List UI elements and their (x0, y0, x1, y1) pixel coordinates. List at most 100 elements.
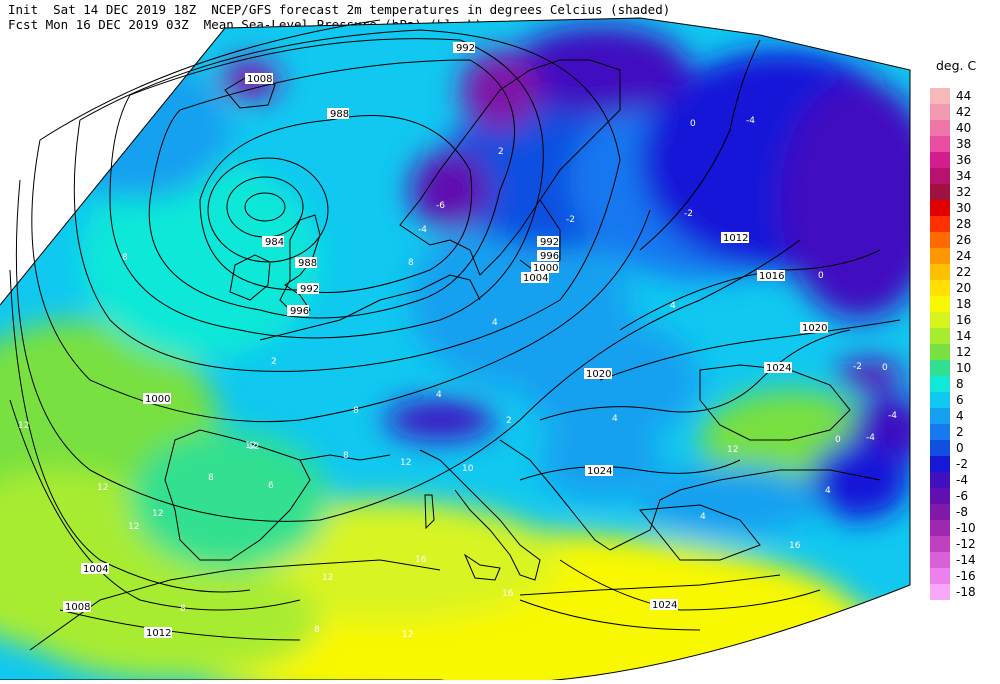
legend-swatch (930, 168, 950, 184)
legend-label: 44 (956, 89, 972, 103)
legend-label: 8 (956, 377, 964, 391)
temp-label-3: 12 (245, 441, 256, 451)
isobar-label-12: 1020 (800, 322, 828, 334)
legend-entry: 12 (928, 344, 998, 360)
legend-label: 26 (956, 233, 972, 247)
legend-entry: 32 (928, 184, 998, 200)
temp-label-0: 12 (18, 421, 29, 431)
legend-entry: 26 (928, 232, 998, 248)
legend-swatch (930, 440, 950, 456)
temp-label-37: 12 (248, 442, 259, 452)
legend-swatch (930, 216, 950, 232)
weather-map: 992 988 984 988 992 996 992 996 1000 100… (0, 17, 911, 684)
isobar-label-18-text: 1008 (65, 602, 90, 613)
legend-label: 32 (956, 185, 972, 199)
legend-label: 22 (956, 265, 972, 279)
legend-label: 2 (956, 425, 964, 439)
legend-entry: 40 (928, 120, 998, 136)
legend-entry: 2 (928, 424, 998, 440)
temp-label-6: 8 (353, 406, 359, 416)
legend-swatch (930, 584, 950, 600)
legend-label: -12 (956, 537, 976, 551)
header-line-1: Init Sat 14 DEC 2019 18Z NCEP/GFS foreca… (8, 2, 671, 17)
legend-entry: -18 (928, 584, 998, 600)
temp-label-38: 12 (400, 458, 411, 468)
legend-label: 16 (956, 313, 972, 327)
isobar-label-17-text: 1004 (83, 564, 108, 575)
isobar-label-10-text: 1012 (723, 233, 748, 244)
legend-swatch (930, 344, 950, 360)
temp-label-14: 2 (498, 147, 504, 157)
legend-label: 30 (956, 201, 972, 215)
temp-label-11: 4 (436, 390, 442, 400)
legend-label: -10 (956, 521, 976, 535)
legend-label: 6 (956, 393, 964, 407)
legend-entry: 30 (928, 200, 998, 216)
isobar-label-4-text: 992 (300, 284, 319, 295)
legend-swatch (930, 88, 950, 104)
legend-entry: 24 (928, 248, 998, 264)
temp-label-34: 16 (789, 541, 801, 551)
legend-label: -16 (956, 569, 976, 583)
isobar-label-3: 988 (295, 257, 317, 269)
isobar-label-9: 1004 (521, 272, 549, 284)
legend-label: -8 (956, 505, 968, 519)
legend-swatch (930, 200, 950, 216)
isobar-label-1-text: 988 (330, 109, 349, 120)
legend-entry: 44 (928, 88, 998, 104)
temp-label-1: 12 (97, 483, 108, 493)
legend-swatch (930, 264, 950, 280)
temp-label-26: 12 (402, 630, 413, 640)
isobar-label-3-text: 988 (298, 258, 317, 269)
legend-swatch (930, 408, 950, 424)
legend-swatch (930, 472, 950, 488)
legend-label: 4 (956, 409, 964, 423)
legend-entry: 28 (928, 216, 998, 232)
legend-swatch (930, 392, 950, 408)
isobar-label-8: 1000 (531, 262, 559, 274)
temp-label-4: 8 (122, 253, 128, 263)
isobar-label-10: 1012 (721, 232, 749, 244)
isobar-label-19: 1012 (144, 627, 172, 639)
legend-label: -4 (956, 473, 968, 487)
isobar-labels: 992 988 984 988 992 996 992 996 1000 100… (63, 42, 828, 639)
temp-label-12: 4 (670, 301, 676, 311)
temperature-legend: deg. C 44 42 40 38 36 34 32 30 28 26 24 22 20 18 16 14 1… (928, 58, 1000, 618)
isobar-label-19-text: 1012 (146, 628, 171, 639)
isobar-label-13-text: 1020 (586, 369, 611, 380)
legend-swatch (930, 296, 950, 312)
legend-entry: 34 (928, 168, 998, 184)
isobar-label-1: 988 (327, 108, 349, 120)
isobar-label-5: 996 (287, 305, 309, 317)
temp-label-10: 4 (492, 318, 498, 328)
isobar-label-2-text: 984 (265, 237, 284, 248)
temp-label-2: 12 (152, 509, 163, 519)
isobars (9, 19, 901, 641)
isobar-label-18: 1008 (63, 601, 91, 613)
isobar-label-12-text: 1020 (802, 323, 827, 334)
temperature-pressure-map: 992 988 984 988 992 996 992 996 1000 100… (0, 17, 911, 684)
temp-label-27: 12 (727, 445, 738, 455)
legend-swatch (930, 312, 950, 328)
temperature-labels: 12 12 12 12 8 8 8 8 8 6 4 4 4 4 2 2 0 0 … (18, 116, 897, 640)
legend-label: -2 (956, 457, 968, 471)
isobar-label-14-text: 1024 (766, 363, 791, 374)
legend-entry: 42 (928, 104, 998, 120)
legend-entry: 20 (928, 280, 998, 296)
temp-label-39: 16 (502, 589, 514, 599)
legend-label: 0 (956, 441, 964, 455)
temperature-field (0, 18, 910, 683)
temp-label-9: 6 (268, 481, 274, 491)
legend-label: 14 (956, 329, 972, 343)
legend-swatch (930, 552, 950, 568)
temp-label-8: 8 (208, 473, 214, 483)
legend-label: 18 (956, 297, 972, 311)
isobar-label-4: 992 (297, 283, 319, 295)
temp-label-31: 4 (825, 486, 831, 496)
legend-swatch (930, 152, 950, 168)
legend-swatch (930, 280, 950, 296)
legend-entry: 0 (928, 440, 998, 456)
legend-swatch (930, 120, 950, 136)
legend-label: -6 (956, 489, 968, 503)
isobar-label-17: 1004 (81, 563, 109, 575)
